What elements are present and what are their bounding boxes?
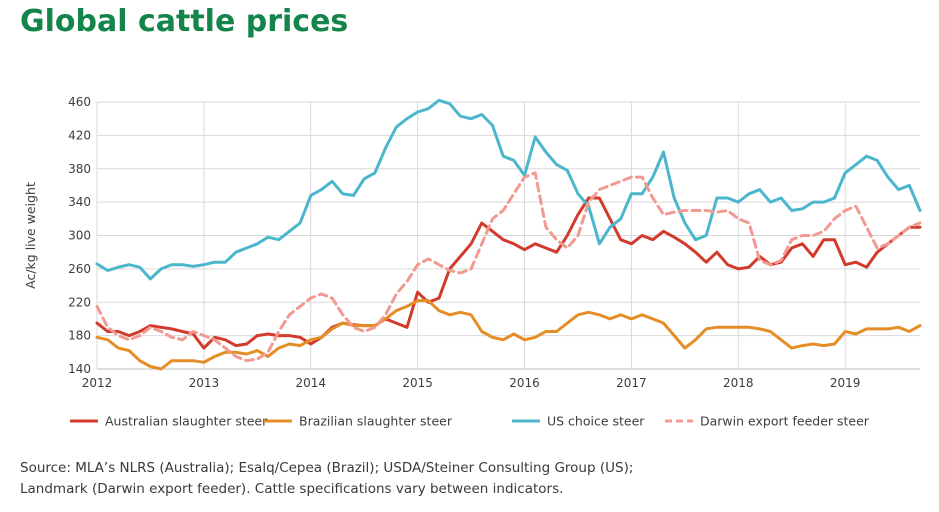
source-note: Source: MLA’s NLRS (Australia); Esalq/Ce… — [20, 458, 633, 500]
y-axis-label: Ac/kg live weight — [23, 182, 38, 289]
y-tick-label: 300 — [68, 229, 91, 243]
source-line-1: Source: MLA’s NLRS (Australia); Esalq/Ce… — [20, 460, 634, 476]
legend: Australian slaughter steer Brazilian slau… — [70, 414, 870, 429]
chart-title: Global cattle prices — [20, 4, 349, 39]
series-line — [95, 196, 922, 350]
y-axis-ticks: 140 180 220 260 300 340 380 420 460 — [68, 95, 91, 376]
gridlines — [96, 101, 920, 370]
legend-label: US choice steer — [547, 414, 645, 429]
legend-label: Brazilian slaughter steer — [299, 414, 453, 429]
source-line-2: Landmark (Darwin export feeder). Cattle … — [20, 481, 564, 497]
legend-label: Darwin export feeder steer — [700, 414, 870, 429]
x-tick-label: 2012 — [82, 376, 113, 390]
x-tick-label: 2014 — [295, 376, 326, 390]
x-tick-label: 2017 — [616, 376, 647, 390]
y-tick-label: 180 — [68, 329, 91, 343]
y-tick-label: 420 — [68, 128, 91, 142]
y-tick-label: 380 — [68, 162, 91, 176]
series-line — [95, 299, 922, 371]
y-tick-label: 140 — [68, 362, 91, 376]
x-tick-label: 2016 — [509, 376, 540, 390]
y-tick-label: 260 — [68, 262, 91, 276]
series-lines — [95, 98, 922, 371]
cattle-price-chart: 140 180 220 260 300 340 380 420 460 2012 2013 2014… — [23, 95, 922, 429]
y-tick-label: 220 — [68, 295, 91, 309]
y-tick-label: 460 — [68, 95, 91, 109]
x-tick-label: 2015 — [402, 376, 433, 390]
series-line — [95, 171, 922, 363]
x-tick-label: 2018 — [723, 376, 754, 390]
series-line — [95, 98, 922, 281]
legend-label: Australian slaughter steer — [105, 414, 268, 429]
x-tick-label: 2013 — [189, 376, 220, 390]
y-tick-label: 340 — [68, 195, 91, 209]
x-axis-ticks: 2012 2013 2014 2015 2016 2017 2018 2019 — [82, 376, 861, 390]
x-tick-label: 2019 — [830, 376, 861, 390]
